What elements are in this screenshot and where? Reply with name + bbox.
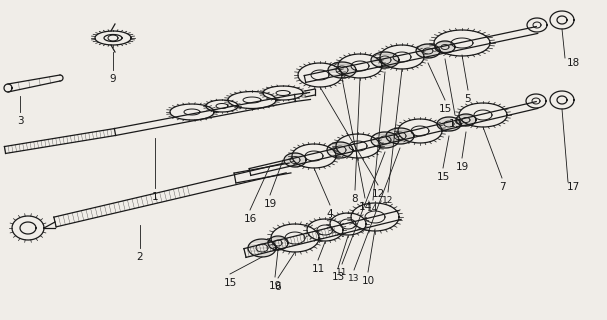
Text: 17: 17 [566,182,580,192]
Text: 6: 6 [275,282,281,292]
Text: 12: 12 [371,189,385,199]
Text: 3: 3 [16,116,23,126]
Text: 7: 7 [499,182,505,192]
Text: 14: 14 [358,202,371,212]
Text: 18: 18 [566,58,580,68]
Text: 15: 15 [438,104,452,114]
Text: 11: 11 [311,264,325,274]
Text: 5: 5 [465,94,471,104]
Text: 2: 2 [137,252,143,262]
Text: 4: 4 [327,209,333,219]
Text: 19: 19 [263,199,277,209]
Text: 19: 19 [455,162,469,172]
Text: 19: 19 [449,119,462,129]
Text: 8: 8 [351,194,358,204]
Text: 16: 16 [243,214,257,224]
Text: 13: 13 [348,274,360,283]
Text: 13: 13 [331,272,345,282]
Text: 12: 12 [382,196,394,205]
Text: 1: 1 [152,192,158,202]
Text: 15: 15 [223,278,237,288]
Text: 19: 19 [268,281,282,291]
Text: 11: 11 [336,268,348,277]
Text: 10: 10 [361,276,375,286]
Text: 15: 15 [436,172,450,182]
Text: 14: 14 [367,204,379,213]
Text: 9: 9 [110,74,117,84]
